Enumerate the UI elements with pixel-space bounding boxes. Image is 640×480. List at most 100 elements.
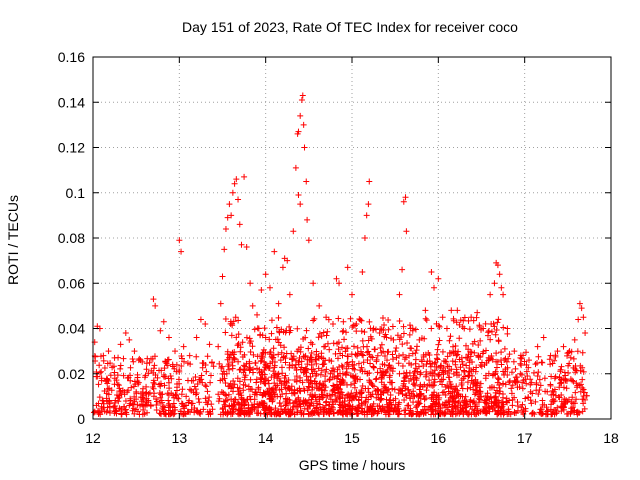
data-point bbox=[461, 325, 468, 332]
y-tick-label: 0.06 bbox=[58, 275, 85, 291]
data-point bbox=[436, 323, 443, 330]
data-point bbox=[100, 352, 107, 359]
data-point bbox=[234, 342, 241, 349]
data-point bbox=[438, 362, 445, 369]
data-point bbox=[425, 406, 432, 413]
data-point bbox=[491, 398, 498, 405]
data-point bbox=[450, 395, 457, 402]
data-point bbox=[480, 406, 487, 413]
data-point bbox=[313, 348, 320, 355]
data-point bbox=[405, 410, 412, 417]
data-point bbox=[417, 390, 424, 397]
data-point bbox=[373, 375, 380, 382]
data-point bbox=[413, 392, 420, 399]
data-point bbox=[357, 367, 364, 374]
data-point bbox=[258, 357, 265, 364]
data-point bbox=[359, 405, 366, 412]
data-point bbox=[551, 375, 558, 382]
data-point bbox=[437, 363, 444, 370]
data-point bbox=[485, 327, 492, 334]
data-point bbox=[253, 365, 260, 372]
data-point bbox=[352, 374, 359, 381]
data-point bbox=[345, 363, 352, 370]
data-point bbox=[365, 348, 372, 355]
data-point bbox=[495, 338, 502, 345]
data-point bbox=[235, 340, 242, 347]
data-point bbox=[148, 355, 155, 362]
data-point bbox=[573, 380, 580, 387]
data-point bbox=[333, 275, 340, 282]
data-point bbox=[269, 387, 276, 394]
data-point bbox=[186, 397, 193, 404]
data-point bbox=[442, 399, 449, 406]
data-point bbox=[549, 387, 556, 394]
data-point bbox=[271, 248, 278, 255]
data-point bbox=[209, 359, 216, 366]
data-point bbox=[224, 397, 231, 404]
data-point bbox=[560, 343, 567, 350]
data-point bbox=[149, 384, 156, 391]
data-point bbox=[336, 386, 343, 393]
data-point bbox=[420, 393, 427, 400]
data-point bbox=[447, 390, 454, 397]
data-point bbox=[402, 392, 409, 399]
data-point bbox=[218, 389, 225, 396]
data-point bbox=[290, 400, 297, 407]
data-point bbox=[316, 401, 323, 408]
data-point bbox=[154, 374, 161, 381]
data-point bbox=[416, 391, 423, 398]
data-point bbox=[222, 391, 229, 398]
data-point bbox=[514, 402, 521, 409]
data-point bbox=[401, 396, 408, 403]
data-point bbox=[140, 406, 147, 413]
data-point bbox=[253, 379, 260, 386]
data-point bbox=[118, 411, 125, 418]
data-point bbox=[221, 246, 228, 253]
data-point bbox=[235, 358, 242, 365]
data-point bbox=[291, 386, 298, 393]
data-point bbox=[206, 394, 213, 401]
data-point bbox=[312, 356, 319, 363]
data-point bbox=[245, 383, 252, 390]
data-point bbox=[181, 358, 188, 365]
y-tick-label: 0.1 bbox=[66, 185, 86, 201]
data-point bbox=[389, 323, 396, 330]
data-point bbox=[383, 334, 390, 341]
data-point bbox=[580, 368, 587, 375]
data-point bbox=[550, 391, 557, 398]
data-point bbox=[350, 343, 357, 350]
data-point bbox=[353, 406, 360, 413]
data-point bbox=[411, 368, 418, 375]
data-point bbox=[258, 287, 265, 294]
data-point bbox=[122, 407, 129, 414]
data-point bbox=[342, 394, 349, 401]
data-point bbox=[183, 402, 190, 409]
data-point bbox=[290, 353, 297, 360]
data-point bbox=[579, 376, 586, 383]
data-point bbox=[364, 343, 371, 350]
data-point bbox=[417, 410, 424, 417]
data-point bbox=[365, 396, 372, 403]
data-point bbox=[547, 381, 554, 388]
data-point bbox=[465, 346, 472, 353]
data-point bbox=[261, 410, 268, 417]
data-point bbox=[318, 367, 325, 374]
data-point bbox=[279, 370, 286, 377]
data-point bbox=[249, 404, 256, 411]
data-point bbox=[282, 355, 289, 362]
data-point bbox=[532, 361, 539, 368]
data-point bbox=[228, 383, 235, 390]
data-point bbox=[456, 321, 463, 328]
data-point bbox=[452, 405, 459, 412]
data-point bbox=[353, 320, 360, 327]
data-point bbox=[370, 363, 377, 370]
data-point bbox=[529, 409, 536, 416]
data-point bbox=[560, 404, 567, 411]
data-point bbox=[330, 387, 337, 394]
data-point bbox=[143, 366, 150, 373]
data-point bbox=[261, 359, 268, 366]
data-point bbox=[508, 390, 515, 397]
data-point bbox=[460, 317, 467, 324]
data-point bbox=[457, 364, 464, 371]
y-tick-label: 0.12 bbox=[58, 140, 85, 156]
